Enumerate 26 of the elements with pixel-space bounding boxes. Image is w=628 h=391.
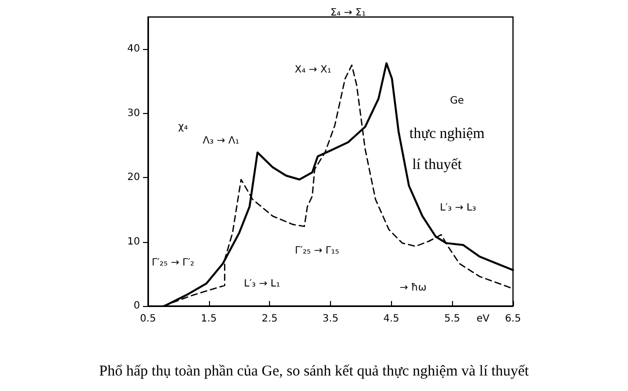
annotation: Σ₄ → Σ₁ bbox=[330, 8, 366, 18]
annotation: X₄ → X₁ bbox=[294, 64, 332, 76]
y-tick-label: 40 bbox=[127, 44, 140, 55]
annotation: Λ₃ → Λ₁ bbox=[202, 136, 240, 146]
annotation: → ħω bbox=[400, 282, 426, 294]
x-tick-label: 1.5 bbox=[200, 314, 217, 324]
y-tick-label: 10 bbox=[127, 236, 140, 248]
annotation: Γ′₂₅ → Γ₁₅ bbox=[294, 246, 340, 256]
y-tick-label: 0 bbox=[134, 300, 140, 312]
annotation: Γ′₂₅ → Γ′₂ bbox=[152, 258, 194, 268]
annotation: lí thuyết bbox=[412, 157, 463, 173]
x-tick-label: 4.5 bbox=[383, 314, 400, 324]
y-tick-label: 30 bbox=[127, 108, 140, 119]
annotation: thực nghiệm bbox=[409, 126, 485, 142]
annotation: Ge bbox=[450, 96, 464, 106]
y-axis-title: χ₄ bbox=[178, 122, 188, 132]
x-tick-label: 3.5 bbox=[322, 314, 338, 324]
x-tick-label: 5.5 bbox=[444, 314, 460, 324]
annotation: L′₃ → L₁ bbox=[244, 278, 280, 290]
text: Phổ hấp thụ toàn phần của Ge, so sánh kết quả thực nghiệm và lí thuyết bbox=[99, 364, 530, 380]
x-tick-label: 0.5 bbox=[140, 314, 156, 324]
x-tick-label: 6.5 bbox=[505, 314, 521, 324]
y-tick-label: 20 bbox=[127, 172, 140, 184]
x-axis-title: eV bbox=[476, 314, 490, 324]
x-tick-label: 2.5 bbox=[262, 314, 278, 324]
annotation: L′₃ → L₃ bbox=[440, 202, 476, 214]
